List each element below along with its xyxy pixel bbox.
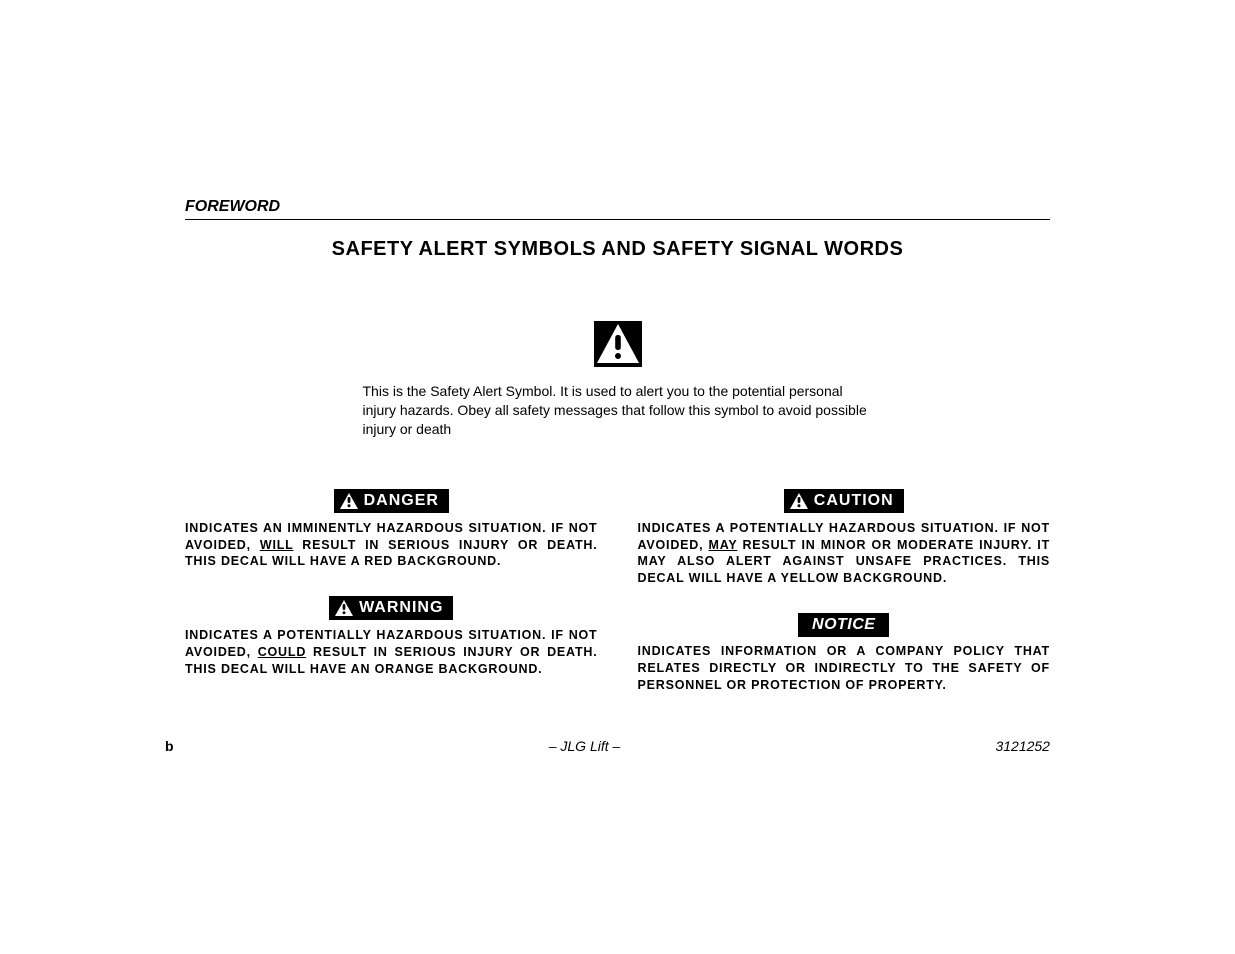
warning-text: INDICATES A POTENTIALLY HAZARDOUS SITUAT… [185, 627, 598, 678]
danger-text: INDICATES AN IMMINENTLY HAZARDOUS SITUAT… [185, 520, 598, 571]
footer-center: – JLG Lift – [549, 738, 621, 754]
danger-label: DANGER [364, 492, 439, 510]
caution-text: INDICATES A POTENTIALLY HAZARDOUS SITUAT… [638, 520, 1051, 588]
left-column: DANGER INDICATES AN IMMINENTLY HAZARDOUS… [185, 489, 598, 720]
caution-badge: CAUTION [784, 489, 904, 513]
alert-triangle-icon [790, 493, 808, 509]
alert-triangle-icon [340, 493, 358, 509]
section-header: FOREWORD [185, 198, 1050, 220]
page-title: SAFETY ALERT SYMBOLS AND SAFETY SIGNAL W… [185, 238, 1050, 261]
warning-label: WARNING [359, 599, 443, 617]
page-footer: b – JLG Lift – 3121252 [165, 738, 1050, 754]
document-page: FOREWORD SAFETY ALERT SYMBOLS AND SAFETY… [0, 0, 1235, 720]
alert-triangle-icon [335, 600, 353, 616]
notice-badge: NOTICE [798, 613, 889, 637]
notice-text: INDICATES INFORMATION OR A COMPANY POLIC… [638, 643, 1051, 694]
caution-label: CAUTION [814, 492, 894, 510]
alert-symbol-text: This is the Safety Alert Symbol. It is u… [363, 382, 873, 439]
warning-badge: WARNING [329, 596, 453, 620]
footer-doc-number: 3121252 [995, 738, 1050, 754]
safety-alert-icon [594, 321, 642, 372]
danger-badge: DANGER [334, 489, 449, 513]
alert-symbol-block: This is the Safety Alert Symbol. It is u… [185, 321, 1050, 439]
right-column: CAUTION INDICATES A POTENTIALLY HAZARDOU… [638, 489, 1051, 720]
footer-page-letter: b [165, 738, 174, 754]
content-columns: DANGER INDICATES AN IMMINENTLY HAZARDOUS… [185, 489, 1050, 720]
notice-label: NOTICE [812, 616, 875, 634]
